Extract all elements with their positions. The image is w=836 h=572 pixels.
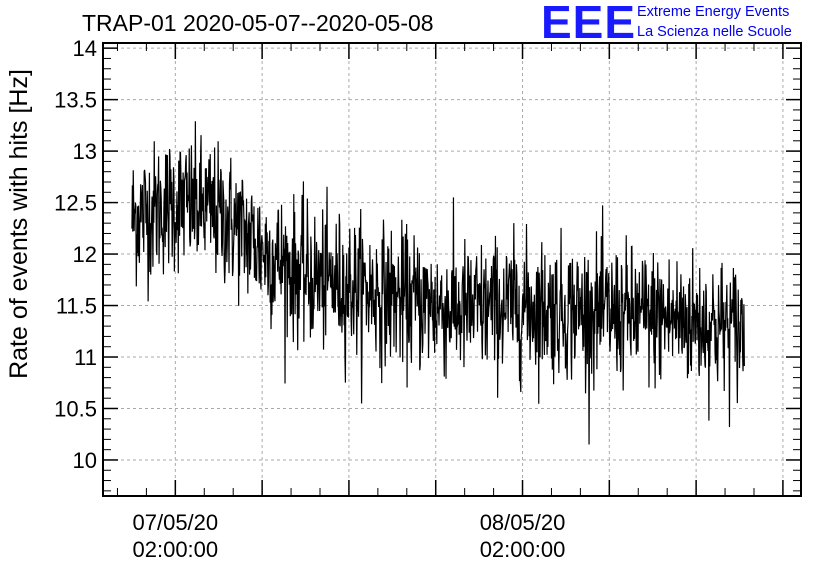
plot-frame [102,42,802,497]
y-tick-label: 13 [73,139,97,164]
y-tick-label: 14 [73,36,97,61]
y-tick-label: 10.5 [54,396,97,421]
y-tick-label: 12 [73,242,97,267]
y-axis-label: Rate of events with hits [Hz] [5,69,33,379]
y-tick-label: 10 [73,448,97,473]
y-tick-label: 13.5 [54,88,97,113]
x-tick-label-date: 08/05/20 [480,510,566,535]
x-tick-label-time: 02:00:00 [480,537,566,562]
y-tick-label: 11 [74,345,97,370]
chart-title: TRAP-01 2020-05-07--2020-05-08 [82,10,434,36]
x-tick-label-date: 07/05/20 [133,510,219,535]
eee-logo-line2: La Scienza nelle Scuole [637,24,792,40]
y-tick-label: 11.5 [56,294,97,319]
x-tick-label-time: 02:00:00 [133,537,219,562]
eee-logo: EEE Extreme Energy Events La Scienza nel… [541,0,836,48]
eee-logo-line1: Extreme Energy Events [637,4,790,20]
eee-logo-mark: EEE [541,0,637,48]
grid-lines [103,43,801,496]
rate-series [131,121,745,445]
rate-series-line [131,121,745,445]
axis-ticks [103,43,801,496]
axis-labels: 1010.51111.51212.51313.51407/05/2002:00:… [54,36,565,562]
y-tick-label: 12.5 [54,191,97,216]
